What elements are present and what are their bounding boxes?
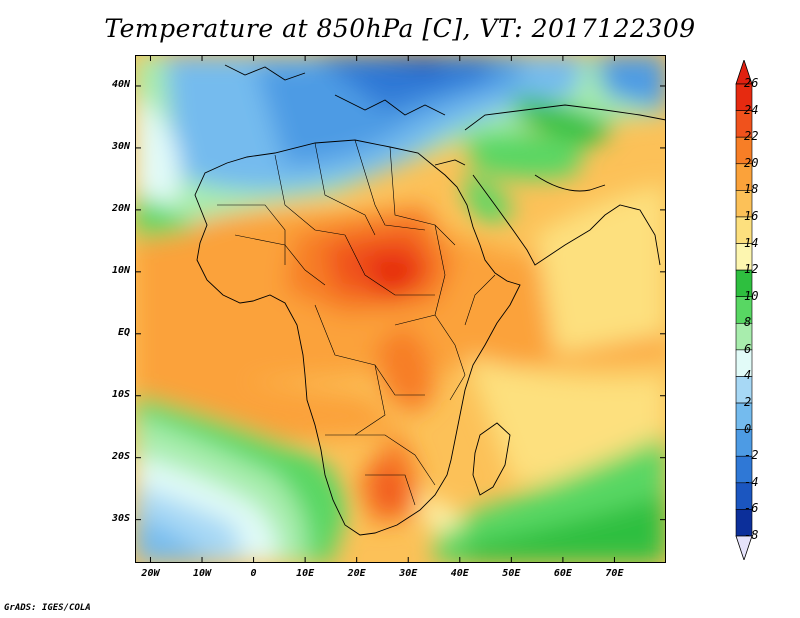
colorbar-label: 12 (744, 262, 759, 277)
lon-tick-label: 30E (399, 568, 418, 579)
colorbar-label: 0 (744, 421, 752, 436)
lat-tick-label: 10N (111, 264, 130, 276)
colorbar-label: 6 (744, 341, 752, 356)
lon-tick-label: 50E (502, 568, 521, 579)
colorbar-label: 4 (744, 368, 752, 383)
colorbar-label: -2 (744, 448, 759, 463)
colorbar (735, 60, 753, 560)
temperature-field (135, 55, 666, 563)
lon-tick-label: 40E (450, 568, 469, 579)
colorbar-min-arrow (735, 535, 753, 560)
lon-tick-label: 70E (605, 568, 624, 579)
lon-tick-label: 10W (192, 568, 212, 579)
lon-tick-label: 20E (347, 568, 366, 579)
lat-tick-label: 40N (111, 78, 130, 90)
colorbar-label: 26 (744, 76, 759, 90)
colorbar-label: 14 (744, 235, 759, 250)
lat-tick-label: 20N (111, 202, 130, 214)
tick-marks (135, 55, 666, 563)
colorbar-label: 10 (744, 288, 759, 303)
colorbar-label: 24 (744, 102, 759, 117)
coastlines (194, 64, 666, 536)
temperature-map (135, 55, 666, 563)
lon-tick-label: 20W (141, 568, 160, 579)
colorbar-label: -8 (744, 528, 759, 542)
lon-tick-label: 60E (553, 568, 572, 579)
colorbar-label: -6 (744, 501, 759, 516)
map-frame (135, 55, 666, 563)
colorbar-label: 16 (744, 208, 759, 223)
colorbar-label: -4 (744, 474, 759, 489)
country-borders (217, 139, 496, 506)
lon-tick-label: 0 (250, 568, 257, 579)
lat-tick-label: EQ (117, 326, 130, 338)
colorbar-label: 2 (744, 395, 752, 410)
map-title: Temperature at 850hPa [C], VT: 201712230… (104, 14, 696, 43)
lon-tick-label: 10E (296, 568, 315, 579)
colorbar-label: 22 (744, 129, 759, 144)
colorbar-label: 20 (744, 155, 759, 170)
lat-tick-label: 30N (111, 140, 130, 152)
colorbar-label: 18 (744, 182, 759, 197)
lat-tick-label: 20S (111, 450, 130, 462)
colorbar-label: 8 (744, 315, 752, 330)
grads-credit: GrADS: IGES/COLA (4, 603, 91, 613)
lat-tick-label: 10S (111, 388, 130, 400)
lat-tick-label: 30S (111, 512, 130, 524)
